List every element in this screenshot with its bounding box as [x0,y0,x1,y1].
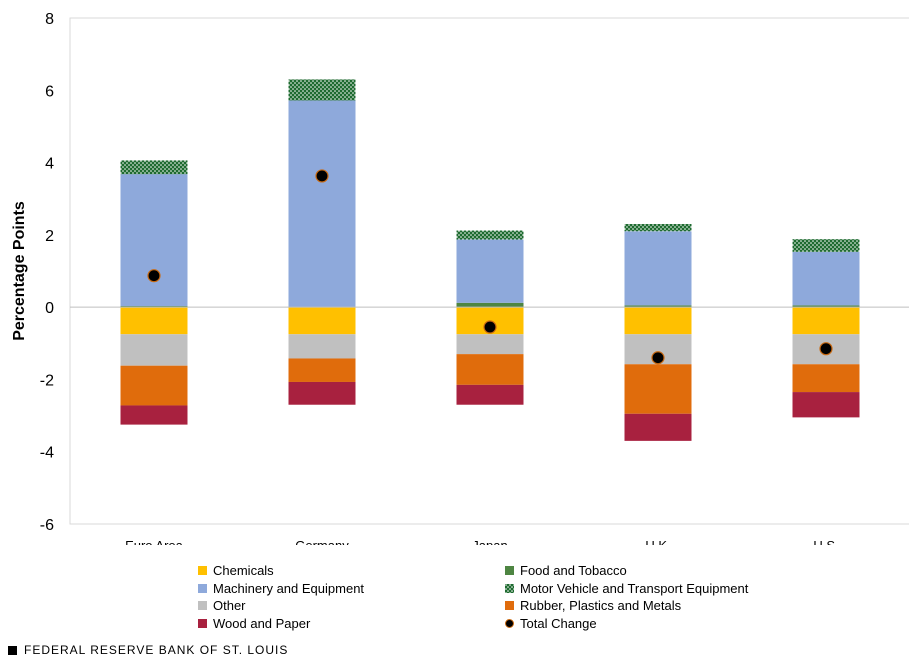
bar-u-k-wood-and-paper [624,413,692,441]
total-change-point-japan [483,320,497,334]
bar-euro-area-rubber-plastics-and-metals [120,365,188,406]
bar-u-k-rubber-plastics-and-metals [624,364,692,414]
bar-u-s-motor-vehicle-and-transport-equipment [792,239,860,252]
legend-item-food-and-tobacco: Food and Tobacco [505,563,627,578]
chart: -6 -4 -2 0 2 4 6 8 Euro Area Germany Japan U.K. U.S… [11,11,909,545]
bar-u-s-food-and-tobacco [792,305,860,308]
bar-euro-area-chemicals [120,307,188,335]
bar-euro-area-food-and-tobacco [120,306,188,308]
bar-euro-area-motor-vehicle-and-transport-equipment [120,160,188,175]
bar-germany-rubber-plastics-and-metals [288,358,356,382]
total-change-point-u-k [651,351,665,365]
plot-area [69,17,909,525]
bar-u-s-rubber-plastics-and-metals [792,364,860,393]
legend-item-machinery-and-equipment: Machinery and Equipment [198,581,364,596]
bar-u-k-food-and-tobacco [624,305,692,308]
bar-germany-chemicals [288,307,356,335]
total-change-point-euro-area [147,269,161,283]
bar-japan-wood-and-paper [456,384,524,405]
bar-u-s-chemicals [792,307,860,335]
x-tick-label: Euro Area [125,538,184,545]
footer: FEDERAL RESERVE BANK OF ST. LOUIS [8,643,288,657]
bar-japan-motor-vehicle-and-transport-equipment [456,230,524,240]
legend-swatch-rubber [505,601,514,610]
legend-swatch-machinery [198,584,207,593]
legend-swatch-total-change [505,619,514,628]
y-tick-label: 0 [45,300,54,317]
bar-germany-wood-and-paper [288,381,356,405]
bar-germany-machinery-and-equipment [288,100,356,308]
bar-u-s-wood-and-paper [792,392,860,418]
total-change-point-u-s [819,342,833,356]
y-tick-label: -2 [40,372,54,389]
bar-u-k-machinery-and-equipment [624,231,692,306]
x-tick-label: U.S. [813,538,838,545]
bar-germany-other [288,334,356,359]
bar-euro-area-other [120,334,188,366]
legend-label: Wood and Paper [213,616,311,631]
legend-item-other: Other [198,598,246,613]
footer-source-text: FEDERAL RESERVE BANK OF ST. LOUIS [24,643,289,657]
legend-label: Chemicals [213,563,274,578]
legend-swatch-wood [198,619,207,628]
bar-u-k-motor-vehicle-and-transport-equipment [624,224,692,232]
bar-euro-area-wood-and-paper [120,405,188,425]
bar-japan-food-and-tobacco [456,302,524,308]
legend-label: Total Change [520,616,597,631]
y-tick-label: -6 [40,517,54,534]
legend-swatch-chemicals [198,566,207,575]
legend-item-motor-vehicle: Motor Vehicle and Transport Equipment [505,581,748,596]
y-tick-label: 8 [45,11,54,28]
legend-item-wood-and-paper: Wood and Paper [198,616,310,631]
x-tick-label: Japan [472,538,507,545]
x-tick-label: Germany [295,538,349,545]
y-tick-label: -4 [40,445,54,462]
legend-item-total-change: Total Change [505,616,597,631]
legend-label: Machinery and Equipment [213,581,365,596]
x-tick-label: U.K. [645,538,670,545]
footer-square-icon [8,645,17,655]
legend-label: Other [213,598,246,613]
bar-euro-area-machinery-and-equipment [120,174,188,307]
total-change-point-germany [315,169,329,183]
legend-item-chemicals: Chemicals [198,563,274,578]
bar-japan-rubber-plastics-and-metals [456,354,524,385]
legend-swatch-food-and-tobacco [505,566,514,575]
legend-swatch-other [198,601,207,610]
bar-u-s-machinery-and-equipment [792,251,860,306]
bar-japan-other [456,334,524,355]
bar-u-k-chemicals [624,307,692,335]
legend-item-rubber-plastics-metals: Rubber, Plastics and Metals [505,598,681,613]
y-axis-label: Percentage Points [11,201,28,341]
legend-label: Food and Tobacco [520,563,627,578]
bar-germany-motor-vehicle-and-transport-equipment [288,79,356,101]
legend-label: Motor Vehicle and Transport Equipment [520,581,749,596]
legend-swatch-motor-vehicle [505,584,514,593]
y-tick-label: 6 [45,83,54,100]
bar-japan-machinery-and-equipment [456,239,524,303]
y-tick-label: 4 [45,156,54,173]
legend-label: Rubber, Plastics and Metals [520,598,682,613]
y-tick-label: 2 [45,228,54,245]
